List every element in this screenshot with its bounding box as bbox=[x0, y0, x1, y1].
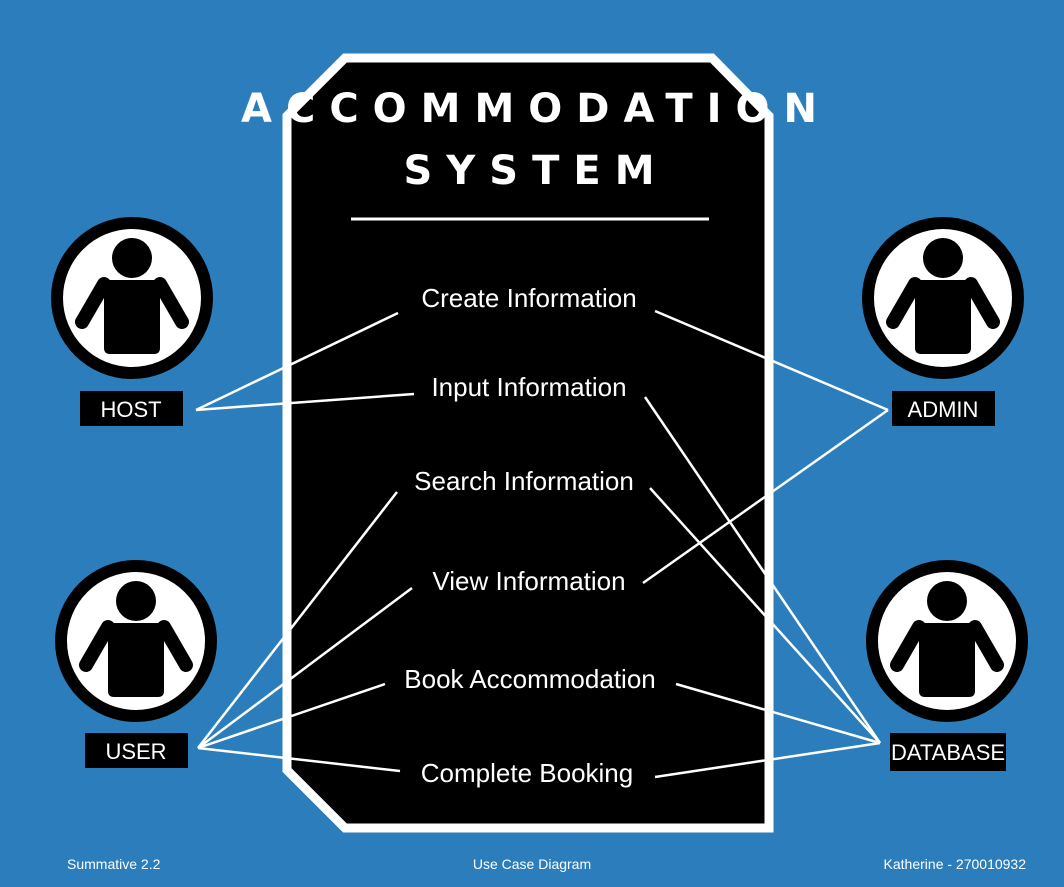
association-lines bbox=[195, 309, 889, 779]
use-case-complete-booking: Complete Booking bbox=[421, 758, 633, 788]
actor-host bbox=[51, 217, 213, 379]
actor-label-host: HOST bbox=[100, 397, 161, 422]
use-case-input-information: Input Information bbox=[431, 372, 626, 402]
use-case-create-information: Create Information bbox=[421, 283, 636, 313]
actor-label-user: USER bbox=[105, 739, 166, 764]
association-admin-create bbox=[654, 309, 889, 412]
actor-label-box-admin bbox=[892, 391, 995, 426]
association-database-input bbox=[643, 396, 882, 744]
actor-label-admin: ADMIN bbox=[908, 397, 979, 422]
person-icon bbox=[862, 217, 1024, 379]
system-boundary bbox=[282, 53, 774, 833]
association-user-view bbox=[197, 586, 413, 750]
system-title-line2: SYSTEM bbox=[404, 148, 669, 194]
use-case-book-accommodation: Book Accommodation bbox=[404, 664, 655, 694]
actor-user bbox=[55, 560, 217, 722]
person-icon bbox=[866, 560, 1028, 722]
association-user-search bbox=[197, 491, 398, 749]
association-database-book bbox=[675, 682, 881, 745]
actor-label-box-database bbox=[890, 733, 1006, 771]
actor-database bbox=[866, 560, 1028, 722]
association-admin-view bbox=[642, 408, 889, 585]
use-case-search-information: Search Information bbox=[414, 466, 634, 496]
actor-label-database: DATABASE bbox=[891, 740, 1005, 765]
person-icon bbox=[55, 560, 217, 722]
footer-author: Katherine - 270010932 bbox=[883, 856, 1026, 872]
person-icon bbox=[51, 217, 213, 379]
actor-label-box-user bbox=[85, 733, 188, 768]
association-host-create bbox=[195, 311, 399, 412]
system-title-line1: ACCOMMODATION bbox=[241, 86, 831, 132]
association-user-complete bbox=[197, 746, 401, 773]
actor-label-box-host bbox=[80, 391, 183, 426]
association-user-book bbox=[197, 682, 386, 750]
footer-diagram-type: Use Case Diagram bbox=[472, 856, 592, 872]
use-case-view-information: View Information bbox=[432, 566, 625, 596]
actor-admin bbox=[862, 217, 1024, 379]
association-database-complete bbox=[654, 741, 881, 779]
association-host-input bbox=[195, 392, 415, 412]
association-database-search bbox=[649, 487, 881, 744]
footer-course: Summative 2.2 bbox=[67, 856, 161, 872]
